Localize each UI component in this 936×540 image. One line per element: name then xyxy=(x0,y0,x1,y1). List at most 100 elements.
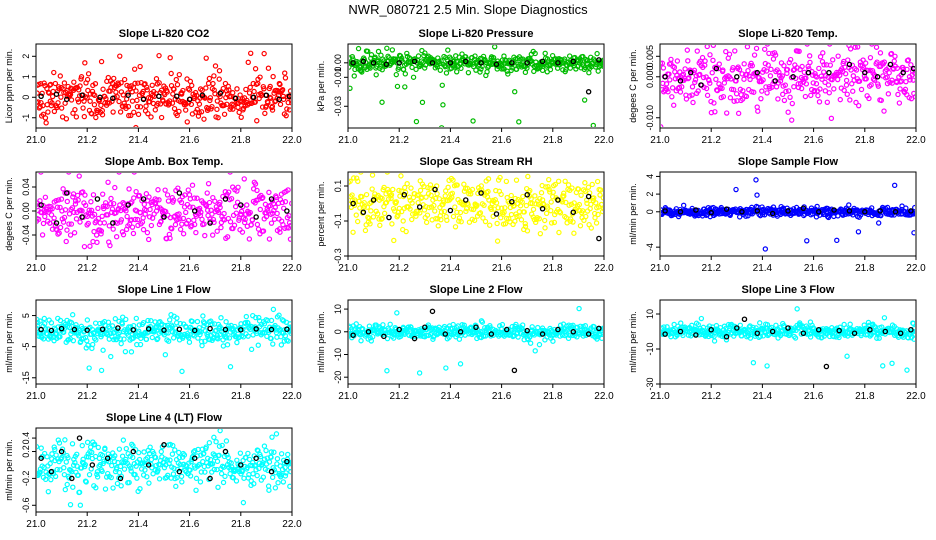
data-point xyxy=(577,223,584,229)
data-point xyxy=(811,87,818,94)
points-layer xyxy=(661,45,915,127)
data-point xyxy=(126,112,132,119)
data-point xyxy=(81,113,88,120)
data-point xyxy=(490,55,497,61)
y-tick-label: -0.03 xyxy=(333,96,343,117)
data-point xyxy=(750,324,756,331)
data-point xyxy=(287,321,291,327)
data-point xyxy=(76,173,82,179)
data-point xyxy=(543,210,550,217)
y-tick-label: 0.00 xyxy=(21,202,31,220)
reference-point xyxy=(708,326,714,333)
data-point xyxy=(584,57,591,64)
data-point xyxy=(248,222,254,228)
data-point xyxy=(289,460,291,466)
points-layer xyxy=(37,306,291,375)
data-point xyxy=(251,481,257,487)
data-point xyxy=(48,212,55,218)
data-point xyxy=(261,86,267,92)
data-point xyxy=(227,173,233,175)
data-point xyxy=(387,193,394,199)
data-point xyxy=(515,334,521,340)
data-point xyxy=(709,69,715,76)
reference-point xyxy=(442,331,449,337)
data-point xyxy=(234,86,240,92)
data-point xyxy=(68,97,75,103)
data-point xyxy=(743,93,750,100)
data-point xyxy=(145,317,151,324)
data-point xyxy=(112,453,118,459)
data-point xyxy=(268,95,274,101)
reference-point xyxy=(222,196,229,202)
data-point xyxy=(402,71,409,77)
data-point xyxy=(820,50,826,56)
data-point xyxy=(283,112,289,119)
data-point xyxy=(67,501,74,508)
data-point xyxy=(217,429,223,434)
data-point xyxy=(210,80,216,87)
data-point xyxy=(207,95,214,101)
data-point xyxy=(249,462,255,469)
data-point xyxy=(41,315,48,322)
x-tick-label: 22.0 xyxy=(906,263,926,274)
plot-frame xyxy=(35,171,293,257)
data-point xyxy=(71,209,77,216)
data-point xyxy=(499,321,506,328)
reference-point xyxy=(739,209,745,215)
data-point xyxy=(53,197,59,204)
data-point xyxy=(129,224,136,230)
reference-point xyxy=(429,60,436,66)
data-point xyxy=(377,222,383,229)
data-point xyxy=(879,324,885,330)
data-point xyxy=(58,196,65,202)
data-point xyxy=(547,189,553,195)
data-point xyxy=(461,181,467,187)
data-point xyxy=(269,107,276,113)
data-point xyxy=(70,484,76,490)
data-point xyxy=(702,58,708,64)
data-point xyxy=(182,107,189,113)
reference-point xyxy=(862,209,868,215)
data-point xyxy=(282,70,288,76)
data-point xyxy=(438,209,445,215)
data-point xyxy=(443,70,450,76)
data-point xyxy=(760,77,766,83)
data-point xyxy=(403,228,409,235)
data-point xyxy=(84,317,91,323)
reference-point xyxy=(723,206,730,212)
data-point xyxy=(66,475,72,481)
data-point xyxy=(266,236,273,242)
figure-title: NWR_080721 2.5 Min. Slope Diagnostics xyxy=(348,2,588,17)
reference-point xyxy=(69,475,75,482)
data-point xyxy=(92,92,98,99)
data-point xyxy=(268,449,274,455)
data-point xyxy=(547,66,554,73)
data-point xyxy=(845,57,851,63)
data-point xyxy=(858,332,864,339)
data-point xyxy=(201,221,207,227)
data-point xyxy=(384,45,390,51)
data-point xyxy=(167,235,173,241)
data-point xyxy=(875,220,882,226)
data-point xyxy=(236,109,242,116)
data-point xyxy=(238,208,245,215)
data-point xyxy=(768,66,774,73)
reference-point xyxy=(58,325,65,332)
data-point xyxy=(247,84,253,91)
data-point xyxy=(427,182,434,188)
data-point xyxy=(910,320,915,327)
data-point xyxy=(60,186,66,192)
data-point xyxy=(197,479,204,485)
data-point xyxy=(843,77,850,84)
data-point xyxy=(729,67,736,73)
data-point xyxy=(561,193,567,199)
data-point xyxy=(442,188,449,194)
data-point xyxy=(79,442,85,449)
data-point xyxy=(682,66,688,72)
data-point xyxy=(369,186,375,192)
data-point xyxy=(154,197,160,203)
data-point xyxy=(359,69,365,75)
